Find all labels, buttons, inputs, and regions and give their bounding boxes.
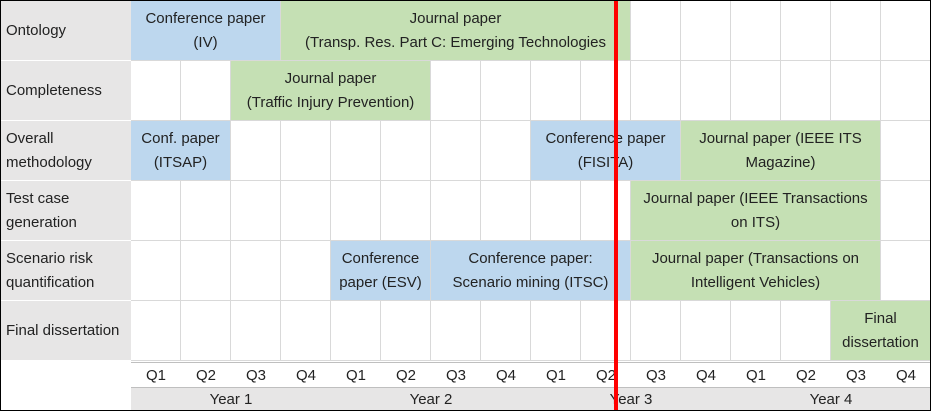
journal-paper-bar: Journal paper (Transp. Res. Part C: Emer… xyxy=(281,1,630,60)
year-label: Year 1 xyxy=(209,390,253,408)
task-label: Journal paper (Transp. Res. Part C: Emer… xyxy=(305,9,606,51)
task-label: Journal paper (Traffic Injury Prevention… xyxy=(246,69,415,111)
axis-separator xyxy=(131,362,930,363)
conference-paper-bar: Conference paper (FISITA) xyxy=(531,121,680,180)
quarter-tick-label: Q1 xyxy=(345,366,366,384)
row-separator xyxy=(1,240,131,241)
row-separator xyxy=(1,120,131,121)
quarter-tick-label: Q3 xyxy=(245,366,266,384)
year-label: Year 4 xyxy=(809,390,853,408)
quarter-tick-label: Q4 xyxy=(495,366,516,384)
row-separator xyxy=(1,360,131,361)
grid-line-horizontal xyxy=(131,60,930,61)
row-separator xyxy=(1,60,131,61)
journal-paper-bar: Journal paper (Traffic Injury Prevention… xyxy=(231,61,430,120)
task-label: Journal paper (IEEE ITS Magazine) xyxy=(699,129,862,171)
quarter-tick-label: Q2 xyxy=(395,366,416,384)
quarter-tick-label: Q2 xyxy=(795,366,816,384)
current-time-line xyxy=(614,1,618,410)
row-separator xyxy=(1,180,131,181)
grid-line-horizontal xyxy=(131,360,930,361)
task-label: Journal paper (IEEE Transactions on ITS) xyxy=(643,189,868,231)
journal-paper-bar: Final dissertation xyxy=(831,301,930,360)
journal-paper-bar: Journal paper (IEEE Transactions on ITS) xyxy=(631,181,880,240)
year-band xyxy=(131,388,930,410)
conference-paper-bar: Conference paper (ESV) xyxy=(331,241,430,300)
journal-paper-bar: Journal paper (IEEE ITS Magazine) xyxy=(681,121,880,180)
year-label: Year 3 xyxy=(609,390,653,408)
row-label-completeness: Completeness xyxy=(1,61,131,121)
quarter-tick-label: Q2 xyxy=(595,366,616,384)
quarter-tick-label: Q4 xyxy=(895,366,916,384)
row-label-overall-methodology: Overall methodology xyxy=(1,121,131,181)
grid-line-horizontal xyxy=(131,300,930,301)
task-label: Conference paper (IV) xyxy=(145,9,266,51)
task-label: Conference paper: Scenario mining (ITSC) xyxy=(452,249,609,291)
row-label-ontology: Ontology xyxy=(1,1,131,61)
quarter-tick-label: Q2 xyxy=(195,366,216,384)
conference-paper-bar: Conference paper: Scenario mining (ITSC) xyxy=(431,241,630,300)
task-label: Conf. paper (ITSAP) xyxy=(141,129,220,171)
grid-line-horizontal xyxy=(131,120,930,121)
axis-separator xyxy=(131,387,930,388)
quarter-tick-label: Q3 xyxy=(445,366,466,384)
quarter-tick-label: Q1 xyxy=(745,366,766,384)
quarter-tick-label: Q4 xyxy=(295,366,316,384)
conference-paper-bar: Conference paper (IV) xyxy=(131,1,280,60)
task-label: Final dissertation xyxy=(842,309,919,351)
row-label-final-dissertation: Final dissertation xyxy=(1,301,131,361)
task-label: Journal paper (Transactions on Intellige… xyxy=(651,249,860,291)
task-label: Conference paper (ESV) xyxy=(339,249,422,291)
year-label: Year 2 xyxy=(409,390,453,408)
grid-line-horizontal xyxy=(131,180,930,181)
quarter-tick-label: Q4 xyxy=(695,366,716,384)
journal-paper-bar: Journal paper (Transactions on Intellige… xyxy=(631,241,880,300)
row-label-test-case-generation: Test case generation xyxy=(1,181,131,241)
grid-line-horizontal xyxy=(131,240,930,241)
quarter-tick-label: Q3 xyxy=(645,366,666,384)
row-label-scenario-risk-quantification: Scenario risk quantification xyxy=(1,241,131,301)
task-label: Conference paper (FISITA) xyxy=(545,129,666,171)
quarter-tick-label: Q1 xyxy=(145,366,166,384)
quarter-tick-label: Q3 xyxy=(845,366,866,384)
conference-paper-bar: Conf. paper (ITSAP) xyxy=(131,121,230,180)
quarter-tick-label: Q1 xyxy=(545,366,566,384)
row-separator xyxy=(1,300,131,301)
